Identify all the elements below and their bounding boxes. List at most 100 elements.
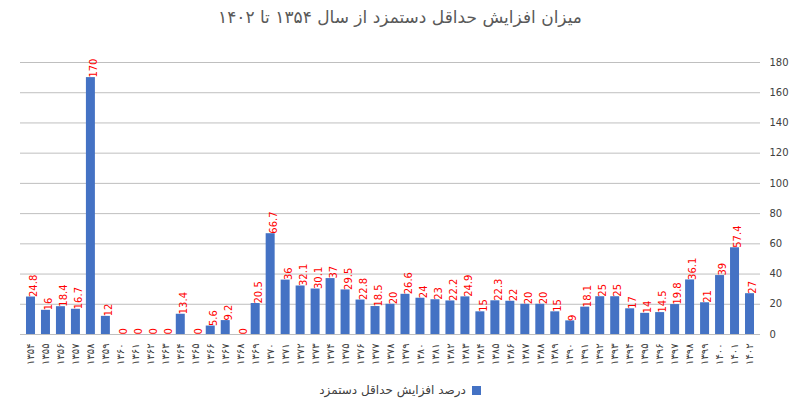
svg-text:۱۳۷۷: ۱۳۷۷ [370,343,381,365]
svg-text:۱۳۷۰: ۱۳۷۰ [265,344,276,365]
svg-text:۱۳۹۱: ۱۳۹۱ [579,344,590,365]
svg-text:5.6: 5.6 [208,310,219,326]
svg-text:۱۳۷۴: ۱۳۷۴ [325,344,336,365]
svg-text:14: 14 [642,301,653,314]
svg-text:15: 15 [552,299,563,312]
svg-text:۱۳۶۰: ۱۳۶۰ [115,344,126,365]
svg-text:18.5: 18.5 [373,284,384,306]
svg-text:19.8: 19.8 [672,282,683,304]
svg-text:۱۳۷۲: ۱۳۷۲ [295,344,306,365]
svg-text:۱۳۹۶: ۱۳۹۶ [654,344,665,365]
svg-text:۱۳۶۱: ۱۳۶۱ [130,344,141,365]
svg-text:27: 27 [747,281,758,294]
svg-text:۱۳۸۸: ۱۳۸۸ [534,343,545,365]
svg-text:66.7: 66.7 [268,211,279,233]
svg-text:۱۳۷۶: ۱۳۷۶ [355,344,366,365]
svg-text:۱۳۹۳: ۱۳۹۳ [609,343,620,365]
svg-text:57.4: 57.4 [732,225,743,247]
svg-text:۱۳۹۵: ۱۳۹۵ [639,344,650,365]
svg-text:20: 20 [388,292,399,305]
svg-text:0: 0 [118,328,129,334]
svg-text:13.4: 13.4 [178,292,189,314]
svg-text:20: 20 [523,292,534,305]
svg-text:۱۳۶۷: ۱۳۶۷ [220,343,231,365]
svg-text:25: 25 [612,284,623,297]
svg-text:۱۳۶۵: ۱۳۶۵ [190,344,201,365]
svg-text:0: 0 [193,328,204,334]
svg-text:۱۳۸۰: ۱۳۸۰ [415,344,426,365]
svg-text:۱۳۵۷: ۱۳۵۷ [70,343,81,365]
svg-text:۱۳۹۰: ۱۳۹۰ [564,344,575,365]
svg-text:30.1: 30.1 [313,267,324,289]
svg-text:60: 60 [770,238,783,249]
svg-text:17: 17 [627,296,638,309]
svg-text:۱۴۰۰: ۱۴۰۰ [714,344,725,365]
svg-text:۱۳۸۳: ۱۳۸۳ [460,343,471,365]
svg-text:100: 100 [770,178,789,189]
svg-text:21: 21 [702,290,713,303]
svg-text:20: 20 [537,292,548,305]
svg-text:9: 9 [567,315,578,321]
svg-text:170: 170 [88,59,99,78]
svg-text:۱۳۸۴: ۱۳۸۴ [475,344,486,365]
svg-text:۱۳۷۹: ۱۳۷۹ [400,344,411,365]
svg-text:۱۳۹۹: ۱۳۹۹ [699,344,710,365]
svg-text:۱۳۹۸: ۱۳۹۸ [684,343,695,365]
svg-text:180: 180 [770,57,789,68]
svg-text:۱۳۷۸: ۱۳۷۸ [385,343,396,365]
svg-text:۱۳۵۸: ۱۳۵۸ [85,343,96,365]
svg-text:16.7: 16.7 [73,287,84,309]
svg-text:۱۳۸۷: ۱۳۸۷ [520,343,531,365]
svg-text:22.3: 22.3 [493,279,504,301]
svg-text:۱۳۵۴: ۱۳۵۴ [25,344,36,365]
svg-text:20.5: 20.5 [253,281,264,303]
svg-text:9.2: 9.2 [223,305,234,321]
svg-text:۱۳۸۵: ۱۳۸۵ [490,344,501,365]
svg-text:22.8: 22.8 [358,278,369,300]
svg-text:۱۳۶۹: ۱۳۶۹ [250,344,261,365]
svg-text:0: 0 [148,328,159,334]
svg-text:0: 0 [238,328,249,334]
svg-text:36.1: 36.1 [687,258,698,280]
svg-text:18.4: 18.4 [58,284,69,306]
svg-text:۱۳۶۳: ۱۳۶۳ [160,343,171,365]
svg-text:120: 120 [770,147,789,158]
svg-text:80: 80 [770,208,783,219]
svg-text:۱۳۹۷: ۱۳۹۷ [669,343,680,365]
svg-text:26.6: 26.6 [403,272,414,294]
svg-text:22.2: 22.2 [448,279,459,301]
svg-text:۱۳۹۲: ۱۳۹۲ [594,344,605,365]
svg-text:160: 160 [770,87,789,98]
svg-text:40: 40 [770,268,783,279]
svg-text:0: 0 [163,328,174,334]
svg-text:37: 37 [328,266,339,279]
svg-text:15: 15 [478,299,489,312]
svg-text:39: 39 [717,263,728,276]
svg-text:18.1: 18.1 [582,285,593,307]
svg-text:۱۳۸۹: ۱۳۸۹ [549,344,560,365]
svg-text:16: 16 [43,298,54,311]
svg-text:۱۳۶۴: ۱۳۶۴ [175,344,186,365]
svg-text:۱۳۷۱: ۱۳۷۱ [280,344,291,365]
svg-text:22: 22 [508,289,519,302]
svg-text:۱۳۶۶: ۱۳۶۶ [205,344,216,365]
svg-text:29.5: 29.5 [343,268,354,290]
svg-text:۱۳۶۸: ۱۳۶۸ [235,343,246,365]
svg-text:12: 12 [103,304,114,317]
svg-text:25: 25 [597,284,608,297]
svg-text:۱۳۵۹: ۱۳۵۹ [100,344,111,365]
svg-text:۱۳۹۴: ۱۳۹۴ [624,344,635,365]
svg-text:۱۳۷۵: ۱۳۷۵ [340,344,351,365]
svg-text:36: 36 [283,267,294,280]
svg-text:24.8: 24.8 [28,275,39,297]
svg-text:۱۳۵۶: ۱۳۵۶ [55,344,66,365]
svg-text:140: 140 [770,117,789,128]
svg-text:۱۳۸۱: ۱۳۸۱ [430,344,441,365]
svg-text:20: 20 [770,298,783,309]
svg-text:23: 23 [433,287,444,300]
svg-text:۱۴۰۱: ۱۴۰۱ [729,344,740,365]
svg-text:14.5: 14.5 [657,290,668,312]
svg-text:۱۳۷۳: ۱۳۷۳ [310,343,321,365]
svg-text:۱۳۵۵: ۱۳۵۵ [40,344,51,365]
svg-text:24: 24 [418,285,429,298]
